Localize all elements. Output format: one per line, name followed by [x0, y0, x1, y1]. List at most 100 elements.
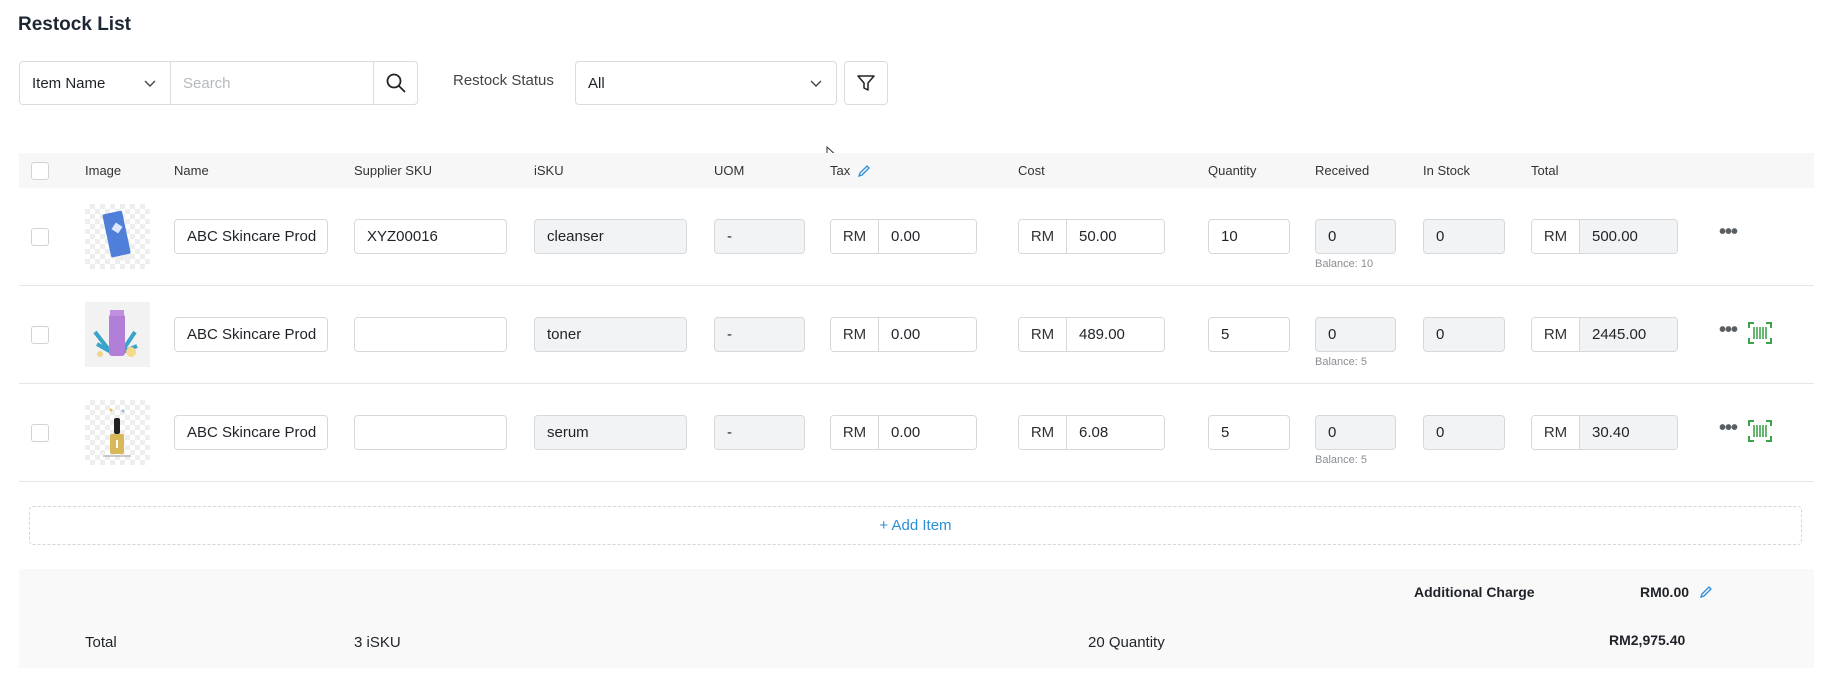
chevron-down-icon — [810, 76, 826, 91]
supplier-sku-input[interactable] — [354, 415, 507, 450]
tax-input[interactable]: RM 0.00 — [830, 219, 977, 254]
balance-text: Balance: 10 — [1315, 258, 1374, 270]
restock-status-value: All — [588, 74, 605, 92]
header-image: Image — [85, 163, 122, 178]
restock-status-select[interactable]: All — [575, 61, 837, 105]
filter-button[interactable] — [844, 61, 888, 105]
in-stock-field: 0 — [1423, 219, 1505, 254]
tax-input-value: 0.00 — [879, 416, 976, 449]
header-received: Received — [1315, 163, 1370, 178]
uom-field: - — [714, 219, 805, 254]
received-field: 0 — [1315, 219, 1396, 254]
header-uom: UOM — [714, 163, 745, 178]
header-tax: Tax — [830, 163, 851, 178]
page-title: Restock List — [18, 14, 131, 35]
table-header: Image Name Supplier SKU iSKU UOM Tax Cos… — [19, 153, 1814, 188]
more-options-icon[interactable]: ••• — [1719, 319, 1738, 341]
product-image — [85, 302, 150, 367]
row-checkbox[interactable] — [31, 326, 49, 344]
currency-prefix: RM — [831, 220, 879, 253]
uom-field: - — [714, 317, 805, 352]
serum-dropper-icon — [103, 408, 131, 457]
chevron-down-icon — [144, 76, 160, 91]
tax-input-value: 0.00 — [879, 220, 976, 253]
currency-prefix: RM — [1532, 416, 1580, 449]
isku-field: serum — [534, 415, 687, 450]
currency-prefix: RM — [1019, 318, 1067, 351]
currency-prefix: RM — [1019, 220, 1067, 253]
quantity-total: 20 Quantity — [1088, 634, 1165, 651]
product-image — [85, 400, 150, 465]
table-row: ABC Skincare Prod XYZ00016 cleanser - RM… — [19, 188, 1814, 286]
table-row: ABC Skincare Prod toner - RM 0.00 RM 489.0… — [19, 286, 1814, 384]
blue-tube-icon — [102, 210, 134, 262]
currency-prefix: RM — [831, 416, 879, 449]
received-field: 0 — [1315, 317, 1396, 352]
header-name: Name — [174, 163, 209, 178]
search-field-value: Item Name — [32, 74, 106, 92]
tax-input[interactable]: RM 0.00 — [830, 317, 977, 352]
select-all-checkbox[interactable] — [31, 162, 49, 180]
name-input[interactable]: ABC Skincare Prod — [174, 415, 328, 450]
cost-input[interactable]: RM 6.08 — [1018, 415, 1165, 450]
filter-icon — [857, 75, 875, 91]
row-checkbox[interactable] — [31, 424, 49, 442]
supplier-sku-input[interactable] — [354, 317, 507, 352]
cost-input-value: 6.08 — [1067, 416, 1164, 449]
search-bar: Item Name Search — [19, 61, 418, 105]
currency-prefix: RM — [1019, 416, 1067, 449]
barcode-scan-icon[interactable] — [1748, 420, 1772, 442]
edit-charge-pencil-icon[interactable] — [1699, 585, 1713, 599]
name-input[interactable]: ABC Skincare Prod — [174, 219, 328, 254]
search-button[interactable] — [373, 62, 417, 104]
total-field: RM 500.00 — [1531, 219, 1678, 254]
row-checkbox[interactable] — [31, 228, 49, 246]
total-field: RM 30.40 — [1531, 415, 1678, 450]
currency-prefix: RM — [831, 318, 879, 351]
name-input[interactable]: ABC Skincare Prod — [174, 317, 328, 352]
header-cost: Cost — [1018, 163, 1045, 178]
search-field-select[interactable]: Item Name — [20, 62, 171, 104]
total-field: RM 2445.00 — [1531, 317, 1678, 352]
search-icon — [386, 73, 406, 93]
header-total: Total — [1531, 163, 1559, 178]
quantity-input[interactable]: 5 — [1208, 317, 1290, 352]
restock-status-label: Restock Status — [453, 72, 554, 89]
more-options-icon[interactable]: ••• — [1719, 417, 1738, 439]
table-row: ABC Skincare Prod serum - RM 0.00 RM 6.08 … — [19, 384, 1814, 482]
header-in-stock: In Stock — [1423, 163, 1470, 178]
additional-charge-value: RM0.00 — [1640, 584, 1690, 600]
isku-count: 3 iSKU — [354, 634, 401, 651]
currency-prefix: RM — [1532, 220, 1580, 253]
cost-input[interactable]: RM 489.00 — [1018, 317, 1165, 352]
header-isku: iSKU — [534, 163, 564, 178]
isku-field: toner — [534, 317, 687, 352]
edit-tax-pencil-icon[interactable] — [857, 164, 871, 178]
balance-text: Balance: 5 — [1315, 454, 1367, 466]
add-item-button[interactable]: + Add Item — [29, 506, 1802, 545]
additional-charge-label: Additional Charge — [1414, 584, 1535, 600]
currency-prefix: RM — [1532, 318, 1580, 351]
search-input[interactable]: Search — [171, 62, 373, 104]
total-label: Total — [85, 634, 117, 651]
received-field: 0 — [1315, 415, 1396, 450]
header-supplier-sku: Supplier SKU — [354, 163, 433, 178]
purple-bottle-icon — [93, 310, 138, 357]
in-stock-field: 0 — [1423, 415, 1505, 450]
total-field-value: 2445.00 — [1580, 318, 1677, 351]
uom-field: - — [714, 415, 805, 450]
cost-input[interactable]: RM 50.00 — [1018, 219, 1165, 254]
search-placeholder: Search — [183, 74, 231, 92]
more-options-icon[interactable]: ••• — [1719, 221, 1738, 243]
tax-input-value: 0.00 — [879, 318, 976, 351]
tax-input[interactable]: RM 0.00 — [830, 415, 977, 450]
in-stock-field: 0 — [1423, 317, 1505, 352]
quantity-input[interactable]: 5 — [1208, 415, 1290, 450]
supplier-sku-input[interactable]: XYZ00016 — [354, 219, 507, 254]
summary-footer: Additional Charge RM0.00 Total 3 iSKU 20… — [19, 569, 1814, 668]
barcode-scan-icon[interactable] — [1748, 322, 1772, 344]
cost-input-value: 50.00 — [1067, 220, 1164, 253]
grand-total: RM2,975.40 — [1609, 632, 1686, 648]
isku-field: cleanser — [534, 219, 687, 254]
quantity-input[interactable]: 10 — [1208, 219, 1290, 254]
